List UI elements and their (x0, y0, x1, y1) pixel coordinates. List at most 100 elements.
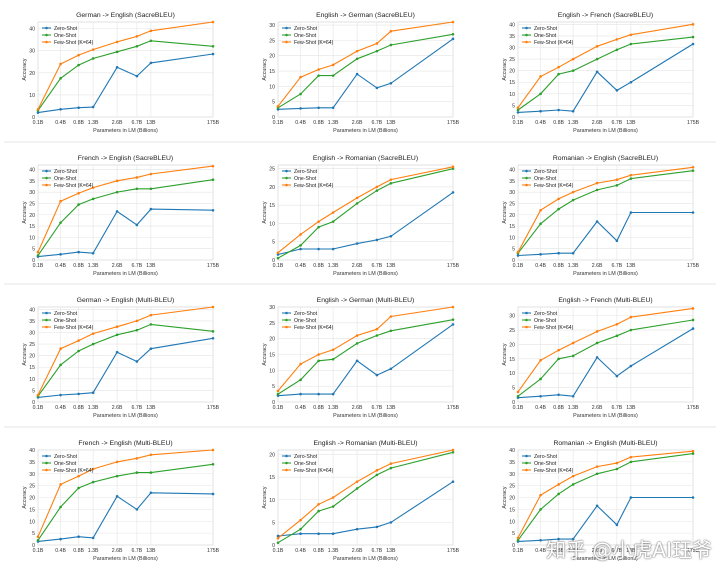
data-point-few (539, 358, 542, 362)
data-point-few (615, 461, 619, 465)
data-point-zero (451, 323, 455, 326)
legend-marker-one (285, 176, 288, 180)
x-tick-label: 175B (687, 548, 700, 554)
data-point-few (276, 389, 280, 393)
x-axis-label: Parameters in LM (Billions) (573, 413, 638, 419)
y-tick-label: 5 (272, 520, 275, 526)
data-point-few (375, 327, 379, 331)
data-point-one (59, 363, 62, 367)
data-point-zero (595, 220, 599, 223)
y-tick-label: 40 (29, 168, 35, 174)
legend-label-few: Few-Shot (K=64) (54, 40, 94, 46)
data-point-zero (77, 250, 80, 254)
chart-title: English -> French (Multi-BLEU) (558, 297, 652, 304)
legend-marker-few (285, 40, 288, 44)
data-point-one (331, 505, 335, 508)
data-point-zero (375, 525, 379, 529)
legend-marker-few (525, 183, 528, 187)
y-tick-label: 5 (272, 240, 275, 246)
x-tick-label: 0.1B (513, 120, 524, 126)
x-tick-label: 0.1B (33, 548, 44, 554)
series-line-few (37, 306, 214, 396)
y-tick-label: 20 (29, 496, 35, 502)
legend-label-zero: Zero-Shot (534, 26, 558, 32)
y-axis-label: Accuracy (262, 486, 268, 508)
data-point-few (389, 315, 393, 318)
legend-label-few: Few-Shot (K=64) (54, 183, 94, 189)
legend-marker-zero (45, 454, 48, 458)
series-line-one (37, 463, 214, 541)
y-tick-label: 0 (272, 258, 275, 264)
chart-panel-english-french-multi-bleu: 0 5 10 15 20 25 30 0.1B 0.4B 0.8B 1.3B 2.6B 6.7B 13B 1… (502, 297, 700, 419)
x-tick-label: 175B (207, 548, 220, 554)
x-tick-label: 0.8B (553, 263, 564, 269)
chart-title: English -> German (Multi-BLEU) (317, 297, 415, 304)
data-point-few (595, 45, 599, 48)
data-point-one (539, 222, 542, 226)
data-point-one (539, 508, 542, 511)
data-point-one (451, 32, 455, 36)
data-point-zero (91, 251, 95, 255)
x-tick-label: 13B (626, 263, 636, 269)
data-point-few (135, 457, 139, 460)
legend-label-one: One-Shot (534, 461, 557, 467)
series-line-few (277, 306, 454, 392)
data-point-few (516, 106, 520, 110)
data-point-zero (149, 207, 153, 211)
legend-marker-few (285, 468, 288, 472)
legend-label-few: Few-Shot (K=64) (54, 325, 94, 331)
data-point-one (629, 328, 633, 332)
x-tick-label: 1.3B (568, 548, 579, 554)
x-tick-label: 2.6B (592, 405, 603, 411)
data-point-zero (691, 42, 695, 46)
data-point-zero (375, 238, 379, 242)
x-tick-label: 0.8B (313, 263, 324, 269)
data-point-zero (571, 251, 575, 255)
data-point-few (516, 390, 520, 394)
x-tick-label: 1.3B (88, 548, 99, 554)
data-point-few (317, 502, 320, 506)
data-point-zero (317, 392, 320, 396)
x-tick-label: 0.1B (513, 405, 524, 411)
y-tick-label: 0 (32, 115, 35, 121)
data-point-one (91, 480, 95, 484)
legend-label-one: One-Shot (54, 461, 77, 467)
y-tick-label: 10 (509, 92, 515, 98)
data-point-few (375, 42, 379, 45)
y-axis-label: Accuracy (502, 58, 508, 80)
legend-label-few: Few-Shot (K=64) (54, 468, 94, 474)
data-point-zero (299, 392, 302, 396)
y-tick-label: 35 (509, 179, 515, 185)
y-tick-label: 5 (272, 384, 275, 390)
data-point-few (375, 185, 379, 189)
legend-marker-zero (525, 311, 528, 315)
x-tick-label: 2.6B (352, 405, 363, 411)
series-line-few (517, 166, 694, 253)
x-tick-label: 13B (626, 548, 636, 554)
y-tick-label: 30 (269, 23, 275, 29)
data-point-few (451, 305, 455, 309)
data-point-few (691, 23, 695, 26)
x-tick-label: 13B (146, 120, 156, 126)
y-tick-label: 20 (29, 354, 35, 360)
data-point-few (615, 322, 619, 326)
x-tick-label: 2.6B (592, 263, 603, 269)
data-point-one (299, 527, 302, 531)
data-point-one (375, 473, 379, 477)
data-point-zero (691, 496, 695, 499)
legend-label-one: One-Shot (294, 461, 317, 467)
x-tick-label: 2.6B (112, 405, 123, 411)
data-point-few (355, 49, 359, 53)
data-point-zero (115, 350, 119, 354)
data-point-one (149, 187, 153, 191)
legend-label-few: Few-Shot (K=64) (294, 468, 334, 474)
x-tick-label: 2.6B (112, 120, 123, 126)
data-point-few (571, 341, 575, 345)
x-tick-label: 0.8B (73, 405, 84, 411)
data-point-few (571, 190, 575, 194)
data-point-few (149, 29, 153, 33)
chart-panel-german-english-sacrebleu: 0 10 20 30 40 0.1B 0.4B 0.8B 1.3B 2.6B 6.7B 13B 175B… (22, 12, 220, 134)
y-tick-label: 35 (509, 34, 515, 40)
